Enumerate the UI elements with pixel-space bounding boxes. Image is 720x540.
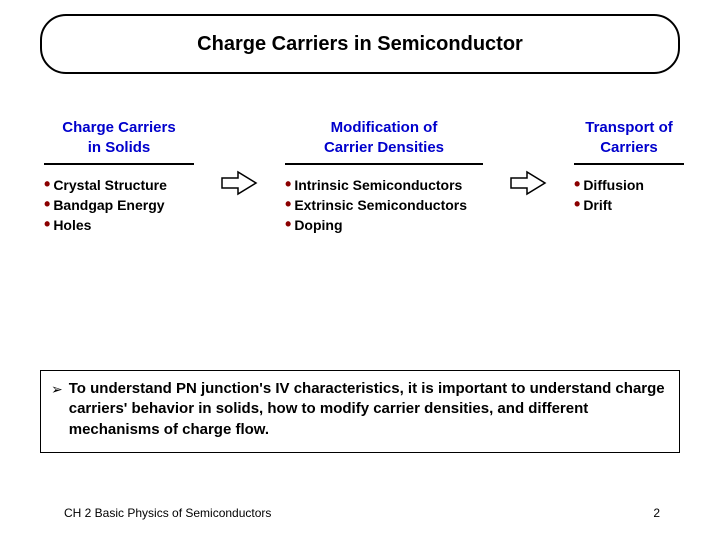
bullet-icon: •	[285, 197, 291, 211]
item-text: Diffusion	[583, 177, 644, 193]
bullet-icon: •	[44, 197, 50, 211]
list-item: •Crystal Structure	[44, 177, 194, 193]
heading-line-1: Modification of	[331, 119, 438, 136]
note-box: ➢ To understand PN junction's IV charact…	[40, 370, 680, 453]
bullet-icon: •	[44, 177, 50, 191]
column-items: •Diffusion •Drift	[574, 173, 684, 213]
item-text: Crystal Structure	[53, 177, 167, 193]
heading-line-1: Transport of	[585, 119, 673, 136]
item-text: Extrinsic Semiconductors	[294, 197, 467, 213]
list-item: •Holes	[44, 217, 194, 233]
note-line: ➢ To understand PN junction's IV charact…	[51, 379, 669, 440]
heading-line-2: in Solids	[88, 139, 151, 156]
column-heading: Modification of Carrier Densities	[324, 118, 444, 157]
column-items: •Intrinsic Semiconductors •Extrinsic Sem…	[285, 173, 483, 233]
heading-underline	[285, 163, 483, 165]
arrow-right-icon	[220, 168, 260, 198]
heading-underline	[574, 163, 684, 165]
item-text: Intrinsic Semiconductors	[294, 177, 462, 193]
list-item: •Intrinsic Semiconductors	[285, 177, 483, 193]
item-text: Bandgap Energy	[53, 197, 164, 213]
column-heading: Charge Carriers in Solids	[62, 118, 175, 157]
column-charge-carriers: Charge Carriers in Solids •Crystal Struc…	[44, 118, 194, 233]
page-number: 2	[653, 506, 660, 520]
list-item: •Extrinsic Semiconductors	[285, 197, 483, 213]
footer-left: CH 2 Basic Physics of Semiconductors	[64, 506, 271, 520]
bullet-icon: •	[44, 217, 50, 231]
list-item: •Bandgap Energy	[44, 197, 194, 213]
list-item: •Doping	[285, 217, 483, 233]
bullet-icon: •	[574, 197, 580, 211]
heading-line-1: Charge Carriers	[62, 119, 175, 136]
arrow-1	[220, 118, 260, 238]
item-text: Doping	[294, 217, 342, 233]
page-title: Charge Carriers in Semiconductor	[197, 33, 523, 56]
column-modification: Modification of Carrier Densities •Intri…	[285, 118, 483, 233]
arrow-2	[509, 118, 549, 238]
item-text: Holes	[53, 217, 91, 233]
concept-diagram: Charge Carriers in Solids •Crystal Struc…	[44, 118, 684, 238]
heading-line-2: Carrier Densities	[324, 139, 444, 156]
list-item: •Diffusion	[574, 177, 684, 193]
arrow-right-icon	[509, 168, 549, 198]
title-box: Charge Carriers in Semiconductor	[40, 14, 680, 74]
bullet-icon: •	[285, 177, 291, 191]
item-text: Drift	[583, 197, 612, 213]
heading-underline	[44, 163, 194, 165]
triangle-bullet-icon: ➢	[51, 381, 63, 398]
column-heading: Transport of Carriers	[585, 118, 673, 157]
heading-line-2: Carriers	[600, 139, 658, 156]
bullet-icon: •	[574, 177, 580, 191]
list-item: •Drift	[574, 197, 684, 213]
note-text: To understand PN junction's IV character…	[69, 379, 669, 440]
column-items: •Crystal Structure •Bandgap Energy •Hole…	[44, 173, 194, 233]
column-transport: Transport of Carriers •Diffusion •Drift	[574, 118, 684, 213]
bullet-icon: •	[285, 217, 291, 231]
footer: CH 2 Basic Physics of Semiconductors 2	[64, 506, 660, 520]
